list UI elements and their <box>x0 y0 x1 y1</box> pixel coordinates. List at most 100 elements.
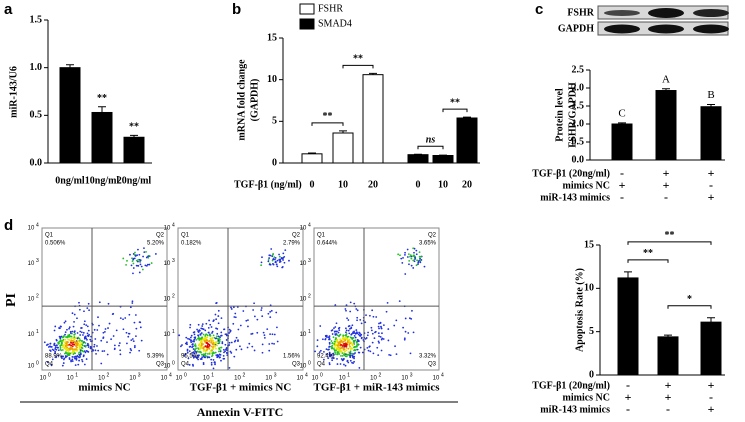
dot <box>267 312 270 315</box>
dot <box>81 340 84 342</box>
dot <box>62 358 65 361</box>
error-bar <box>339 130 347 133</box>
dot <box>342 334 345 337</box>
dot <box>413 251 415 254</box>
dot <box>102 331 105 334</box>
bar <box>362 74 384 164</box>
dot <box>336 348 339 351</box>
dot <box>222 357 225 360</box>
dot <box>197 336 200 338</box>
y-tick-label: 1.5 <box>30 14 43 25</box>
dot <box>197 334 200 337</box>
dot <box>282 257 284 259</box>
dot <box>199 343 201 345</box>
dot <box>347 347 350 350</box>
dot <box>346 341 349 344</box>
dot <box>51 358 54 361</box>
dot <box>73 340 76 343</box>
dot <box>256 331 259 334</box>
dot <box>356 345 358 348</box>
dot <box>414 256 416 259</box>
dot <box>400 257 403 260</box>
dot <box>125 331 128 334</box>
condition-sign: + <box>663 178 670 192</box>
dot <box>198 351 200 353</box>
dot <box>217 322 220 325</box>
y-axis-label: FSHR/GAPDH <box>567 82 578 148</box>
dot <box>86 307 89 310</box>
dot <box>252 309 255 311</box>
dot <box>81 344 84 347</box>
dot <box>53 342 56 345</box>
dot <box>47 346 50 348</box>
dot <box>269 333 272 336</box>
dot <box>356 348 359 351</box>
dot <box>186 351 189 354</box>
dot <box>107 302 110 305</box>
dot <box>271 342 274 345</box>
dot <box>150 262 153 264</box>
dot <box>253 315 256 318</box>
dot <box>69 332 72 335</box>
dot <box>349 301 352 304</box>
dot <box>108 322 111 325</box>
dot <box>404 330 407 333</box>
dot <box>144 264 147 267</box>
dot <box>217 339 220 342</box>
dot <box>280 257 283 259</box>
dot <box>274 261 277 264</box>
dot <box>70 344 72 347</box>
tick-exponent: 1 <box>36 329 39 335</box>
dot <box>239 324 242 327</box>
dot <box>220 317 223 320</box>
dot <box>322 358 325 361</box>
dot <box>410 257 413 260</box>
dot <box>214 361 216 364</box>
dot <box>419 261 422 264</box>
dot <box>71 330 74 333</box>
dot <box>404 273 407 275</box>
dot <box>229 350 232 353</box>
dot <box>188 338 191 341</box>
dot <box>355 340 358 343</box>
dot <box>357 340 360 342</box>
dot <box>68 343 71 346</box>
dot <box>268 257 271 259</box>
dot <box>237 328 240 331</box>
tick-exponent: 0 <box>320 372 323 378</box>
dot <box>377 332 380 335</box>
dot <box>187 357 190 360</box>
dot <box>402 326 405 329</box>
dot <box>408 263 410 266</box>
dot <box>65 336 67 338</box>
dot <box>411 309 413 312</box>
dot <box>342 344 344 347</box>
dot <box>343 348 346 351</box>
dot <box>372 352 375 355</box>
dot <box>69 330 72 333</box>
dot <box>197 347 199 350</box>
dot <box>104 328 107 330</box>
dot <box>83 341 85 343</box>
dot <box>333 330 336 333</box>
condition-sign: + <box>663 166 670 180</box>
dot <box>75 355 78 358</box>
dot <box>140 339 143 342</box>
dot <box>197 358 199 361</box>
dot <box>86 325 89 328</box>
annotation: ns <box>426 135 436 146</box>
dot <box>64 338 67 341</box>
dot <box>66 344 69 347</box>
dot <box>57 354 60 357</box>
dot <box>247 319 249 322</box>
dot <box>54 325 57 328</box>
plot-caption: TGF-β1 + miR-143 mimics <box>313 382 440 394</box>
dot <box>224 343 227 346</box>
dot <box>343 358 345 360</box>
quadrant-value: 0.644% <box>317 241 338 247</box>
dot <box>380 325 382 328</box>
dot <box>333 354 335 356</box>
dot <box>79 347 81 350</box>
dot <box>261 315 264 318</box>
dot <box>70 359 73 362</box>
